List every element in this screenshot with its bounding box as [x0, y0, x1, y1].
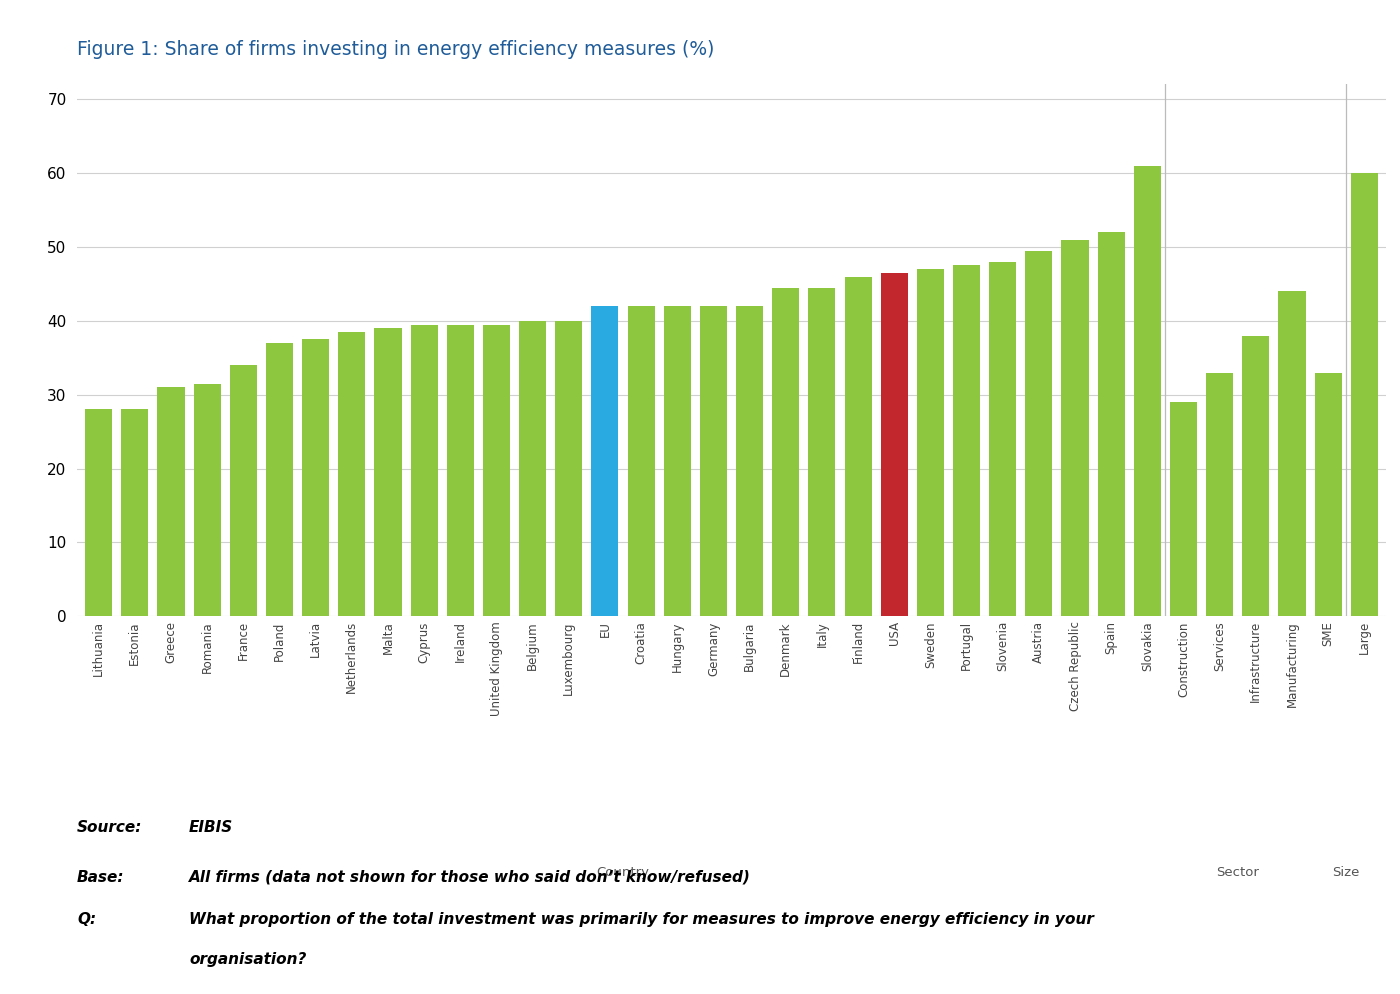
- Text: Base:: Base:: [77, 870, 125, 885]
- Bar: [1207, 373, 1233, 616]
- Bar: [881, 272, 907, 616]
- Text: Source:: Source:: [77, 820, 143, 835]
- Text: EIBIS: EIBIS: [189, 820, 234, 835]
- Bar: [193, 384, 221, 616]
- Text: organisation?: organisation?: [189, 952, 307, 967]
- Bar: [302, 339, 329, 616]
- Bar: [85, 410, 112, 616]
- Text: Country: Country: [596, 866, 650, 880]
- Bar: [664, 306, 690, 616]
- Bar: [917, 269, 944, 616]
- Bar: [700, 306, 727, 616]
- Bar: [410, 324, 438, 616]
- Bar: [844, 276, 872, 616]
- Bar: [339, 332, 365, 616]
- Text: All firms (data not shown for those who said don’t know/refused): All firms (data not shown for those who …: [189, 870, 750, 885]
- Bar: [157, 388, 185, 616]
- Bar: [990, 261, 1016, 616]
- Bar: [266, 343, 293, 616]
- Bar: [483, 324, 510, 616]
- Text: Size: Size: [1333, 866, 1359, 880]
- Bar: [627, 306, 655, 616]
- Bar: [1098, 233, 1124, 616]
- Bar: [1170, 403, 1197, 616]
- Bar: [591, 306, 619, 616]
- Bar: [519, 321, 546, 616]
- Bar: [447, 324, 473, 616]
- Bar: [1315, 373, 1341, 616]
- Bar: [1242, 336, 1270, 616]
- Bar: [374, 328, 402, 616]
- Text: Q:: Q:: [77, 912, 97, 927]
- Bar: [1061, 240, 1089, 616]
- Bar: [808, 287, 836, 616]
- Bar: [556, 321, 582, 616]
- Text: What proportion of the total investment was primarily for measures to improve en: What proportion of the total investment …: [189, 912, 1093, 927]
- Bar: [122, 410, 148, 616]
- Bar: [230, 365, 256, 616]
- Text: Sector: Sector: [1217, 866, 1259, 880]
- Text: Figure 1: Share of firms investing in energy efficiency measures (%): Figure 1: Share of firms investing in en…: [77, 40, 714, 59]
- Bar: [736, 306, 763, 616]
- Bar: [1278, 291, 1306, 616]
- Bar: [953, 265, 980, 616]
- Bar: [773, 287, 799, 616]
- Bar: [1351, 173, 1378, 616]
- Bar: [1134, 166, 1161, 616]
- Bar: [1025, 250, 1053, 616]
